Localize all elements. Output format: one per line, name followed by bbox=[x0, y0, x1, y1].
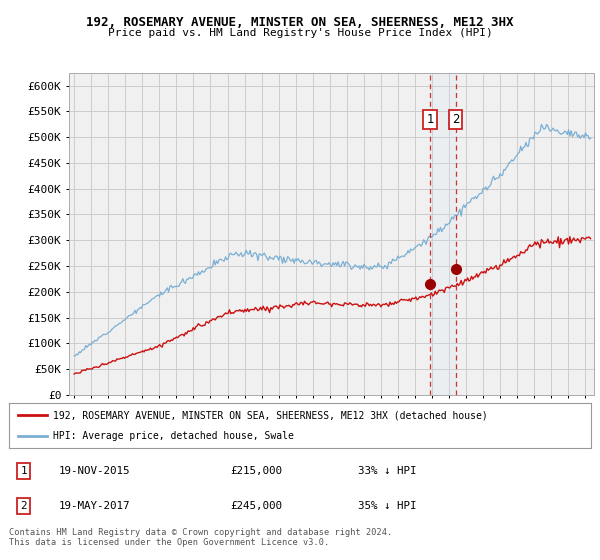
Text: 33% ↓ HPI: 33% ↓ HPI bbox=[358, 466, 416, 476]
Text: 192, ROSEMARY AVENUE, MINSTER ON SEA, SHEERNESS, ME12 3HX (detached house): 192, ROSEMARY AVENUE, MINSTER ON SEA, SH… bbox=[53, 410, 487, 421]
Text: 19-MAY-2017: 19-MAY-2017 bbox=[58, 501, 130, 511]
Text: 2: 2 bbox=[452, 113, 460, 125]
Text: £215,000: £215,000 bbox=[230, 466, 282, 476]
Text: 1: 1 bbox=[20, 466, 27, 476]
Text: 2: 2 bbox=[20, 501, 27, 511]
Text: £245,000: £245,000 bbox=[230, 501, 282, 511]
Bar bbox=[430, 73, 455, 395]
Text: Price paid vs. HM Land Registry's House Price Index (HPI): Price paid vs. HM Land Registry's House … bbox=[107, 28, 493, 38]
Text: 35% ↓ HPI: 35% ↓ HPI bbox=[358, 501, 416, 511]
Text: 192, ROSEMARY AVENUE, MINSTER ON SEA, SHEERNESS, ME12 3HX: 192, ROSEMARY AVENUE, MINSTER ON SEA, SH… bbox=[86, 16, 514, 29]
Text: HPI: Average price, detached house, Swale: HPI: Average price, detached house, Swal… bbox=[53, 431, 293, 441]
Text: Contains HM Land Registry data © Crown copyright and database right 2024.
This d: Contains HM Land Registry data © Crown c… bbox=[9, 528, 392, 547]
Text: 19-NOV-2015: 19-NOV-2015 bbox=[58, 466, 130, 476]
Text: 1: 1 bbox=[427, 113, 434, 125]
